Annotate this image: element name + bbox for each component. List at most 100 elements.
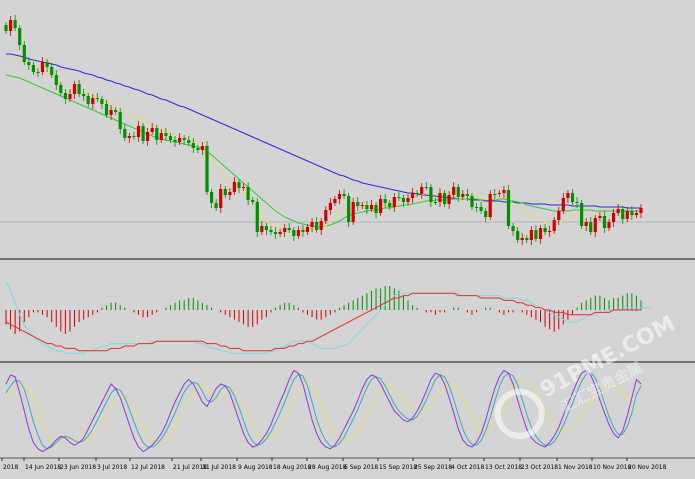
candle-body <box>146 132 150 141</box>
ma-slow-line <box>6 53 641 209</box>
candle-body <box>538 228 543 239</box>
candle-body <box>168 136 173 140</box>
candle-body <box>379 199 383 213</box>
stoch-slow-line <box>5 378 642 444</box>
candle-body <box>548 231 552 232</box>
candle-body <box>50 67 54 75</box>
x-tick-label: 31 Jul 2018 <box>202 464 236 471</box>
candle-body <box>310 222 314 227</box>
candle-body <box>351 202 355 222</box>
x-tick-label: 23 Jun 2018 <box>60 464 96 471</box>
candle-body <box>114 110 118 112</box>
candle-body <box>278 232 282 234</box>
x-tick-label: 23 Oct 2018 <box>521 464 558 471</box>
candle-body <box>315 222 319 230</box>
candle-body <box>634 213 638 215</box>
candle-body <box>374 205 378 213</box>
x-tick-label: 25 Sep 2018 <box>414 464 452 471</box>
x-tick-label: 3 Jul 2018 <box>97 464 127 471</box>
candle-body <box>534 230 538 239</box>
candle-body <box>347 196 351 222</box>
candle-body <box>470 196 474 207</box>
candle-body <box>136 126 141 137</box>
candle-body <box>178 138 182 142</box>
candle-body <box>612 213 616 222</box>
candle-body <box>388 203 392 207</box>
candle-body <box>516 231 520 240</box>
candle-body <box>497 193 501 194</box>
candle-body <box>86 96 90 104</box>
candle-body <box>228 192 232 195</box>
candle-body <box>305 227 310 232</box>
candle-body <box>360 205 364 206</box>
candle-body <box>200 146 204 150</box>
candle-body <box>13 20 17 28</box>
candle-body <box>205 146 209 192</box>
candle-body <box>36 72 40 73</box>
candle-body <box>580 203 584 226</box>
candle-body <box>328 203 332 210</box>
candle-body <box>150 128 154 132</box>
candle-body <box>598 216 602 218</box>
x-tick-label: 18 Aug 2018 <box>273 464 312 471</box>
candle-body <box>59 85 63 93</box>
candle-body <box>484 211 488 217</box>
candle-body <box>342 194 346 196</box>
candle-body <box>383 199 387 203</box>
candle-body <box>461 194 465 197</box>
candle-body <box>132 136 136 137</box>
candle-body <box>369 205 374 209</box>
candle-body <box>232 182 236 192</box>
candle-body <box>621 209 625 219</box>
x-tick-label: 4 Oct 2018 <box>451 464 484 471</box>
candle-body <box>91 98 95 104</box>
x-tick-label: 2018 <box>3 464 18 471</box>
candle-body <box>301 230 305 232</box>
candle-body <box>465 194 469 196</box>
candle-body <box>196 148 200 150</box>
candle-body <box>82 94 86 96</box>
macd-signal-line <box>5 292 641 352</box>
candle-body <box>589 222 593 232</box>
candle-body <box>287 228 291 230</box>
candle-body <box>251 200 255 202</box>
candle-body <box>109 110 113 115</box>
candle-body <box>4 25 8 31</box>
candle-body <box>260 226 264 232</box>
candle-body <box>520 238 524 240</box>
candle-body <box>493 194 497 195</box>
x-tick-label: 10 Nov 2018 <box>593 464 632 471</box>
x-tick-label: 9 Aug 2018 <box>238 464 273 471</box>
candle-body <box>552 220 556 231</box>
candle-body <box>456 187 460 197</box>
x-tick-label: 6 Sep 2018 <box>344 464 378 471</box>
candle-body <box>283 228 287 232</box>
candle-body <box>443 193 447 204</box>
candle-body <box>210 192 214 203</box>
candle-body <box>575 202 579 203</box>
candle-body <box>273 232 278 234</box>
candle-body <box>356 202 360 206</box>
candle-body <box>27 62 31 65</box>
candle-body <box>296 230 300 236</box>
candle-body <box>292 230 296 236</box>
candle-body <box>502 190 506 193</box>
candle-body <box>187 140 191 143</box>
x-tick-label: 28 Aug 2018 <box>308 464 347 471</box>
candle-body <box>337 194 342 199</box>
candle-body <box>488 194 492 217</box>
candle-body <box>616 209 620 213</box>
stoch-k-line <box>5 369 642 453</box>
candle-body <box>570 193 575 202</box>
candle-body <box>479 207 483 211</box>
candle-body <box>411 193 415 198</box>
candle-body <box>511 226 515 231</box>
candle-body <box>95 98 99 99</box>
candle-body <box>324 210 328 221</box>
candle-body <box>429 187 433 202</box>
candle-body <box>45 62 49 67</box>
candle-body <box>625 211 629 219</box>
candle-body <box>72 84 77 94</box>
